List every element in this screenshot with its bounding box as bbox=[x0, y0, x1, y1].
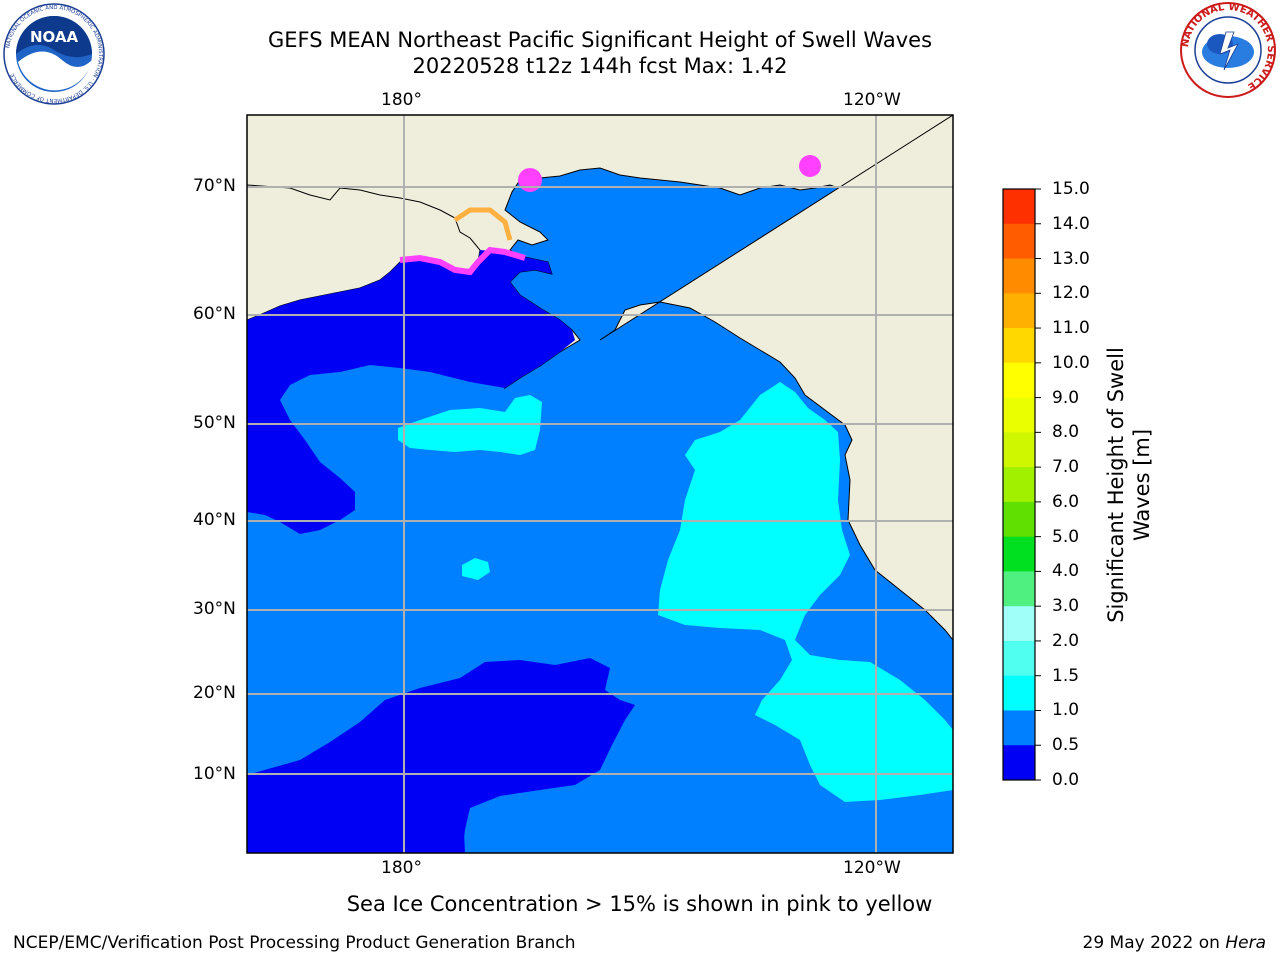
colorbar-segment bbox=[1003, 467, 1035, 503]
colorbar-tick-label: 5.0 bbox=[1052, 526, 1080, 547]
ice-patch-2 bbox=[799, 155, 821, 177]
region-dark-south bbox=[247, 658, 635, 853]
colorbar-segment bbox=[1003, 536, 1035, 572]
colorbar-segment bbox=[1003, 710, 1035, 746]
colorbar-segment bbox=[1003, 571, 1035, 607]
colorbar-tick-label: 13.0 bbox=[1052, 248, 1090, 269]
lon-tick-bottom-180: 180° bbox=[381, 858, 422, 878]
region-cyan-east bbox=[658, 382, 953, 802]
footer-machine: Hera bbox=[1225, 933, 1266, 953]
colorbar-tick-label: 1.0 bbox=[1052, 700, 1080, 721]
colorbar-segment bbox=[1003, 362, 1035, 399]
ice-caption: Sea Ice Concentration > 15% is shown in … bbox=[346, 892, 933, 916]
colorbar-tick-label: 12.0 bbox=[1052, 283, 1090, 304]
colorbar-tick-label: 15.0 bbox=[1052, 179, 1090, 199]
colorbar-segment bbox=[1003, 223, 1035, 260]
colorbar bbox=[1003, 188, 1041, 781]
region-cyan-small bbox=[462, 558, 490, 580]
colorbar-label-line1: Significant Height of Swell bbox=[1104, 347, 1128, 623]
noaa-logo-text: NOAA bbox=[30, 28, 79, 46]
lat-tick-70n: 70°N bbox=[193, 176, 236, 196]
lat-tick-50n: 50°N bbox=[193, 413, 236, 433]
lat-tick-60n: 60°N bbox=[193, 304, 236, 324]
colorbar-tick-label: 0.0 bbox=[1052, 770, 1080, 790]
ice-fringe-north bbox=[453, 207, 513, 241]
colorbar-segment bbox=[1003, 258, 1035, 294]
colorbar-tick-label: 10.0 bbox=[1052, 352, 1090, 373]
colorbar-tick-label: 9.0 bbox=[1052, 387, 1080, 408]
colorbar-tick-label: 0.5 bbox=[1052, 735, 1080, 756]
ice-fringe-alaska bbox=[399, 246, 526, 276]
colorbar-tick-label: 11.0 bbox=[1052, 318, 1090, 339]
gridlines bbox=[247, 115, 953, 853]
colorbar-tick-label: 4.0 bbox=[1052, 561, 1080, 582]
region-dark-south-tail bbox=[438, 795, 465, 853]
chart-title: GEFS MEAN Northeast Pacific Significant … bbox=[267, 28, 933, 52]
chart-subtitle: 20220528 t12z 144h fcst Max: 1.42 bbox=[412, 54, 788, 78]
colorbar-tick-label: 2.0 bbox=[1052, 630, 1080, 651]
lon-tick-top-180: 180° bbox=[381, 90, 422, 110]
lat-tick-40n: 40°N bbox=[193, 510, 236, 530]
lon-tick-bottom-120w: 120°W bbox=[843, 858, 901, 878]
lat-tick-20n: 20°N bbox=[193, 683, 236, 703]
footer-date: 29 May 2022 on Hera bbox=[1083, 933, 1267, 953]
colorbar-segment bbox=[1003, 640, 1035, 677]
ice-patch-1 bbox=[518, 168, 542, 192]
colorbar-tick-label: 6.0 bbox=[1052, 491, 1080, 512]
colorbar-tick-label: 7.0 bbox=[1052, 457, 1080, 478]
colorbar-tick-label: 1.5 bbox=[1052, 665, 1080, 686]
map-frame bbox=[246, 114, 954, 854]
colorbar-segment bbox=[1003, 745, 1035, 781]
region-dark-north bbox=[247, 250, 575, 534]
colorbar-segment bbox=[1003, 397, 1035, 433]
land-canada bbox=[599, 115, 953, 641]
footer-branch: NCEP/EMC/Verification Post Processing Pr… bbox=[13, 933, 576, 953]
colorbar-tick-label: 8.0 bbox=[1052, 422, 1080, 443]
colorbar-segment bbox=[1003, 328, 1035, 364]
lat-tick-10n: 10°N bbox=[193, 764, 236, 784]
footer-date-text: 29 May 2022 on bbox=[1082, 933, 1226, 953]
colorbar-segment bbox=[1003, 606, 1035, 642]
colorbar-frame bbox=[1002, 188, 1036, 781]
colorbar-segment bbox=[1003, 293, 1035, 329]
nws-logo: NATIONAL WEATHER SERVICE bbox=[1176, 0, 1280, 104]
colorbar-tick-label: 3.0 bbox=[1052, 596, 1080, 617]
lon-tick-top-120w: 120°W bbox=[843, 90, 901, 110]
colorbar-segment bbox=[1003, 189, 1035, 225]
colorbar-tick-label: 14.0 bbox=[1052, 213, 1090, 234]
lat-tick-30n: 30°N bbox=[193, 599, 236, 619]
colorbar-label-line2: Waves [m] bbox=[1130, 428, 1154, 542]
colorbar-segment bbox=[1003, 675, 1035, 711]
noaa-logo: NOAA NATIONAL OCEANIC AND ATMOSPHERIC AD… bbox=[2, 2, 106, 106]
colorbar-segment bbox=[1003, 501, 1035, 538]
colorbar-segment bbox=[1003, 432, 1035, 468]
